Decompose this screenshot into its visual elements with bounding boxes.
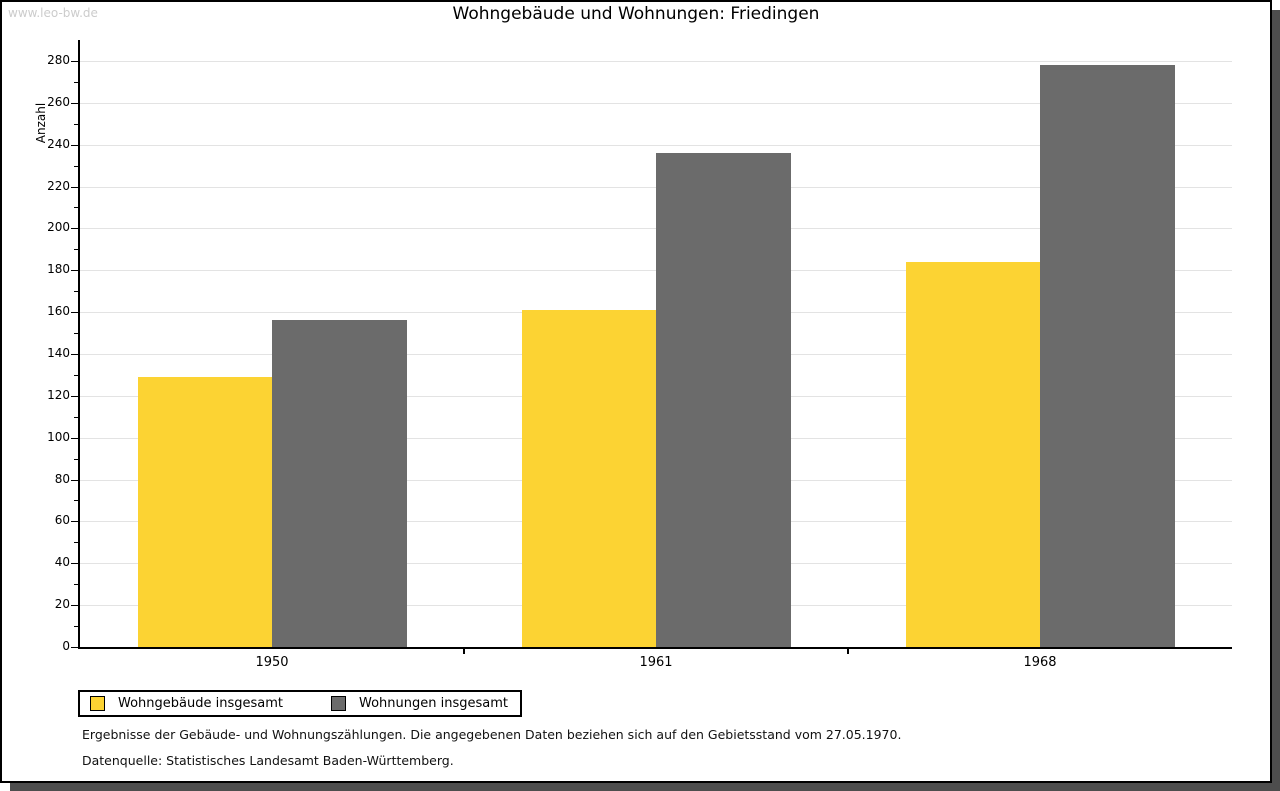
legend-label: Wohngebäude insgesamt [118, 696, 283, 711]
y-axis-tick-140 [71, 353, 78, 355]
legend-item: Wohngebäude insgesamt [90, 696, 283, 711]
y-tick-label-220: 220 [47, 178, 70, 193]
y-tick-label-200: 200 [47, 220, 70, 235]
x-axis-tick [847, 647, 849, 654]
y-tick-label-260: 260 [47, 94, 70, 109]
watermark: www.leo-bw.de [8, 6, 98, 20]
y-axis-tick-70 [74, 500, 78, 502]
y-tick-label-180: 180 [47, 262, 70, 277]
y-axis-tick-0 [71, 647, 78, 648]
y-axis-tick-150 [74, 333, 78, 335]
y-axis-tick-210 [74, 207, 78, 209]
plot-area: Anzahl 0 20 40 60 80 100 120 140 160 180 200 220 240… [34, 40, 1232, 670]
y-axis-tick-220 [71, 186, 78, 188]
y-axis-tick-250 [74, 123, 78, 125]
y-axis-tick-190 [74, 249, 78, 251]
y-tick-label-120: 120 [47, 387, 70, 402]
y-tick-label-240: 240 [47, 136, 70, 151]
gridline-280 [80, 60, 1232, 62]
footnote-line2: Datenquelle: Statistisches Landesamt Bad… [82, 753, 454, 768]
y-axis-tick-230 [74, 165, 78, 167]
y-axis-tick-240 [71, 144, 78, 146]
y-axis-tick-20 [71, 605, 78, 607]
legend-label: Wohnungen insgesamt [359, 696, 508, 711]
bar-1950-wohnungen [272, 320, 407, 647]
window-shadow-right [1272, 10, 1280, 791]
y-axis-tick-100 [71, 437, 78, 439]
y-axis-tick-200 [71, 228, 78, 230]
y-axis-tick-30 [74, 584, 78, 586]
y-axis-tick-90 [74, 458, 78, 460]
y-tick-label-100: 100 [47, 429, 70, 444]
y-axis-tick-130 [74, 374, 78, 376]
legend-swatch-yellow [90, 696, 105, 711]
legend-item: Wohnungen insgesamt [331, 696, 508, 711]
chart-title: Wohngebäude und Wohnungen: Friedingen [452, 4, 820, 24]
y-tick-label-140: 140 [47, 345, 70, 360]
y-axis-tick-270 [74, 81, 78, 83]
legend-swatch-gray [331, 696, 346, 711]
x-tick-label-1950: 1950 [255, 655, 289, 670]
y-tick-label-40: 40 [54, 555, 70, 570]
x-tick-label-1968: 1968 [1023, 655, 1057, 670]
bar-1950-wohngebaeude [137, 377, 272, 647]
y-axis-tick-10 [74, 626, 78, 628]
y-axis-tick-180 [71, 270, 78, 272]
bar-1961-wohngebaeude [521, 310, 656, 647]
y-tick-label-20: 20 [54, 597, 70, 612]
y-axis-tick-110 [74, 416, 78, 418]
bar-1968-wohngebaeude [905, 261, 1040, 647]
y-tick-label-160: 160 [47, 304, 70, 319]
x-axis-tick [463, 647, 465, 654]
y-tick-label-60: 60 [54, 513, 70, 528]
y-axis-tick-120 [71, 395, 78, 397]
y-tick-label-280: 280 [47, 52, 70, 67]
window-shadow-bottom [10, 783, 1280, 791]
legend: Wohngebäude insgesamt Wohnungen insgesam… [78, 690, 522, 717]
gridline-240 [80, 144, 1232, 146]
y-axis-tick-160 [71, 312, 78, 314]
y-axis-tick-80 [71, 479, 78, 481]
x-tick-label-1961: 1961 [639, 655, 673, 670]
y-axis-tick-280 [71, 60, 78, 62]
y-axis-tick-50 [74, 542, 78, 544]
footnote-line1: Ergebnisse der Gebäude- und Wohnungszähl… [82, 727, 902, 742]
y-axis-tick-40 [71, 563, 78, 565]
y-axis-tick-170 [74, 291, 78, 293]
bar-1961-wohnungen [656, 153, 791, 647]
y-axis-tick-60 [71, 521, 78, 523]
y-axis-tick-260 [71, 102, 78, 104]
y-tick-label-80: 80 [54, 471, 70, 486]
gridline-260 [80, 102, 1232, 104]
y-tick-label-0: 0 [62, 639, 70, 653]
bar-1968-wohnungen [1040, 65, 1175, 647]
